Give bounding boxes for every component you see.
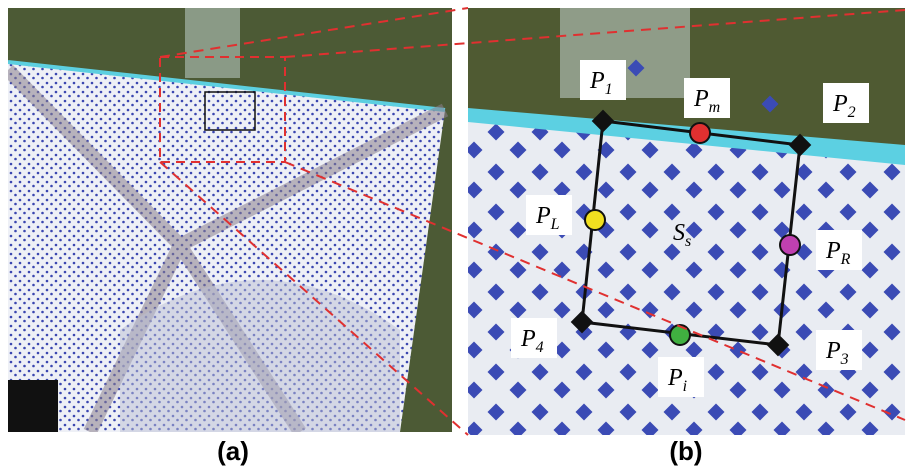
figure: P1PmP2PLSsPRP4PiP3 (a) (b) [0, 0, 907, 475]
label-subscript: 1 [605, 81, 613, 98]
label-symbol: P [520, 326, 536, 352]
label-subscript: 4 [536, 339, 544, 356]
label-symbol: P [589, 68, 605, 94]
label-subscript: m [709, 99, 721, 116]
panel-caption: (b) [669, 436, 702, 466]
label-subscript: R [840, 251, 851, 268]
label-subscript: L [550, 216, 560, 233]
panel-caption: (a) [217, 436, 249, 466]
label-subscript: i [683, 378, 687, 395]
label-subscript: s [685, 233, 691, 250]
label-symbol: S [673, 220, 685, 246]
label-symbol: P [535, 203, 551, 229]
label-symbol: P [825, 338, 841, 364]
panel-a-image [8, 8, 452, 432]
label-symbol: P [667, 365, 683, 391]
label-symbol: P [825, 238, 841, 264]
label-subscript: 2 [848, 104, 856, 121]
label-symbol: P [693, 86, 709, 112]
label-symbol: P [832, 91, 848, 117]
label-subscript: 3 [840, 351, 849, 368]
